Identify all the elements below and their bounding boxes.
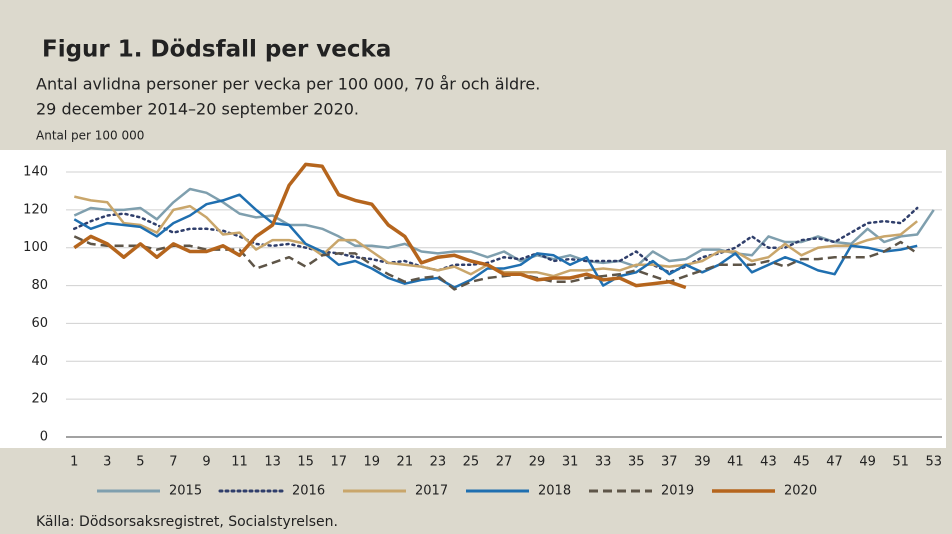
x-tick-label: 5 — [136, 455, 144, 470]
source: Källa: Dödsorsaksregistret, Socialstyrel… — [36, 514, 338, 530]
x-tick-label: 11 — [231, 455, 248, 470]
x-tick-label: 39 — [694, 455, 711, 470]
chart-title: Figur 1. Dödsfall per vecka — [42, 37, 391, 63]
x-tick-label: 41 — [727, 455, 744, 470]
legend-label: 2015 — [169, 484, 202, 499]
x-tick-label: 29 — [529, 455, 546, 470]
legend-label: 2018 — [538, 484, 571, 499]
y-tick-label: 140 — [23, 165, 48, 180]
y-axis-label: Antal per 100 000 — [36, 129, 144, 143]
x-tick-label: 51 — [892, 455, 909, 470]
x-tick-label: 43 — [760, 455, 777, 470]
x-tick-label: 49 — [859, 455, 876, 470]
y-tick-label: 80 — [31, 278, 48, 293]
x-tick-label: 33 — [595, 455, 612, 470]
plot-background — [0, 150, 946, 448]
y-tick-label: 100 — [23, 240, 48, 255]
x-tick-label: 25 — [463, 455, 480, 470]
y-tick-label: 0 — [40, 430, 48, 445]
y-tick-label: 60 — [31, 316, 48, 331]
y-tick-label: 120 — [23, 202, 48, 217]
subtitle: Antal avlidna personer per vecka per 100… — [36, 75, 540, 94]
x-tick-label: 7 — [169, 455, 177, 470]
x-tick-label: 21 — [397, 455, 414, 470]
x-tick-label: 37 — [661, 455, 678, 470]
x-tick-label: 35 — [628, 455, 645, 470]
x-tick-label: 45 — [793, 455, 810, 470]
x-tick-label: 15 — [297, 455, 314, 470]
subtitle: 29 december 2014–20 september 2020. — [36, 100, 359, 119]
series-line — [73, 162, 687, 290]
y-tick-label: 40 — [31, 354, 48, 369]
x-tick-label: 53 — [925, 455, 942, 470]
x-tick-label: 3 — [103, 455, 111, 470]
x-tick-label: 27 — [496, 455, 513, 470]
x-tick-label: 47 — [826, 455, 843, 470]
y-tick-label: 20 — [31, 392, 48, 407]
x-tick-label: 17 — [330, 455, 347, 470]
legend-label: 2017 — [415, 484, 448, 499]
x-tick-label: 19 — [364, 455, 381, 470]
x-tick-label: 31 — [562, 455, 579, 470]
series-line — [73, 187, 935, 268]
x-tick-label: 1 — [70, 455, 78, 470]
legend-label: 2016 — [292, 484, 325, 499]
x-tick-label: 9 — [202, 455, 210, 470]
legend-label: 2020 — [784, 484, 817, 499]
x-tick-label: 23 — [430, 455, 447, 470]
legend-label: 2019 — [661, 484, 694, 499]
x-tick-label: 13 — [264, 455, 281, 470]
